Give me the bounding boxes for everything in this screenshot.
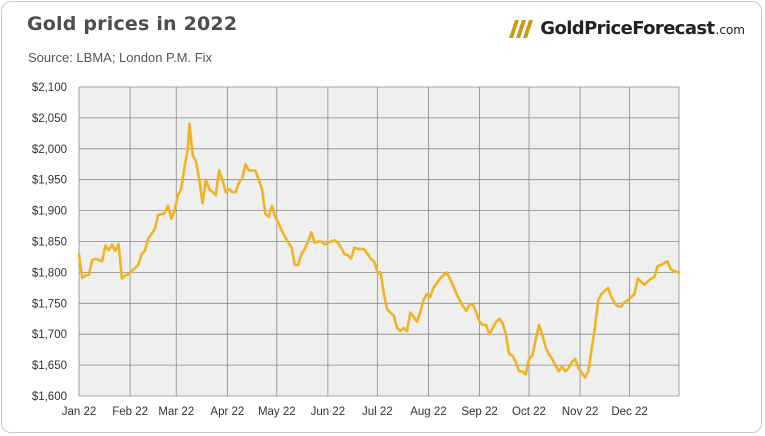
chart-subtitle: Source: LBMA; London P.M. Fix bbox=[28, 50, 213, 65]
x-tick-label: Feb 22 bbox=[112, 406, 148, 418]
y-tick-label: $1,850 bbox=[32, 237, 67, 249]
y-tick-label: $1,750 bbox=[32, 298, 67, 310]
y-tick-label: $1,600 bbox=[32, 391, 67, 403]
y-tick-label: $2,100 bbox=[32, 82, 67, 94]
x-tick-label: Mar 22 bbox=[158, 406, 194, 418]
price-series-line bbox=[77, 122, 681, 379]
x-tick-label: Aug 22 bbox=[410, 406, 446, 418]
gold-bars-icon bbox=[509, 19, 534, 38]
y-tick-label: $1,950 bbox=[32, 175, 67, 187]
y-tick-label: $2,050 bbox=[32, 113, 67, 125]
x-tick-label: Dec 22 bbox=[611, 406, 647, 418]
y-axis-ticks: $1,600 $1,650 $1,700 $1,750 $1,800 $1,850 $1,9… bbox=[32, 82, 67, 403]
y-tick-label: $1,900 bbox=[32, 206, 67, 218]
x-tick-label: Oct 22 bbox=[512, 406, 546, 418]
logo-brand-text: GoldPriceForecast bbox=[540, 18, 715, 39]
y-tick-label: $2,000 bbox=[32, 144, 67, 156]
logo-tld-text: .com bbox=[715, 23, 745, 37]
grid-lines bbox=[78, 86, 680, 397]
x-tick-label: Sep 22 bbox=[461, 406, 497, 418]
x-tick-label: Apr 22 bbox=[210, 406, 244, 418]
y-tick-label: $1,650 bbox=[32, 360, 67, 372]
x-tick-label: Jul 22 bbox=[362, 406, 393, 418]
x-tick-label: Jun 22 bbox=[311, 406, 346, 418]
site-logo[interactable]: GoldPriceForecast .com bbox=[509, 18, 745, 39]
x-axis-ticks: Jan 22 Feb 22 Mar 22 Apr 22 May 22 Jun 22 Jul … bbox=[62, 406, 648, 418]
x-tick-label: Nov 22 bbox=[562, 406, 598, 418]
y-tick-label: $1,800 bbox=[32, 267, 67, 279]
x-tick-label: May 22 bbox=[258, 406, 296, 418]
x-tick-label: Jan 22 bbox=[62, 406, 97, 418]
chart-title: Gold prices in 2022 bbox=[27, 13, 238, 35]
y-tick-label: $1,700 bbox=[32, 329, 67, 341]
